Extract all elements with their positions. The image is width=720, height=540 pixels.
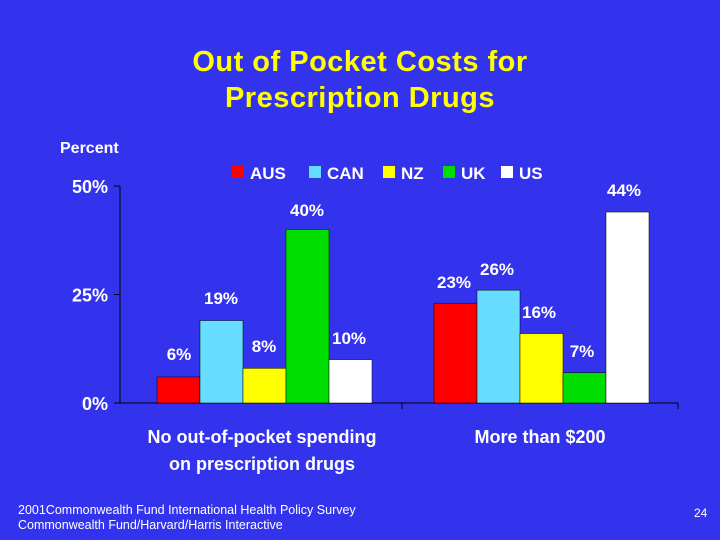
source-line-1: 2001Commonwealth Fund International Heal…: [18, 503, 356, 517]
legend-swatch-can: [309, 166, 321, 178]
category-label-2-line-1: More than $200: [474, 427, 605, 447]
source-note: 2001Commonwealth Fund International Heal…: [18, 503, 356, 533]
y-axis-label: Percent: [60, 140, 119, 157]
data-label-aus-1: 6%: [167, 345, 192, 364]
data-label-us-1: 10%: [332, 329, 366, 348]
bar-can-1: [199, 320, 244, 404]
legend-swatch-nz: [383, 166, 395, 178]
data-label-can-1: 19%: [204, 289, 238, 308]
legend-label-can: CAN: [327, 164, 364, 183]
bar-nz-2: [519, 333, 564, 404]
title-line-2: Prescription Drugs: [224, 82, 496, 114]
page-number: 24: [694, 506, 708, 520]
data-label-us-2: 44%: [607, 181, 641, 200]
legend-swatch-us: [501, 166, 513, 178]
category-label-1-line-2: on prescription drugs: [169, 454, 355, 474]
bar-us-2: [605, 211, 650, 404]
data-label-uk-1: 40%: [290, 201, 324, 220]
bar-can-2: [476, 289, 521, 404]
y-tick-label: 0%: [82, 394, 108, 414]
category-label-1-line-1: No out-of-pocket spending: [148, 427, 377, 447]
y-tick-label: 25%: [72, 286, 108, 306]
bar-nz-1: [242, 368, 287, 404]
y-tick-label: 50%: [72, 177, 108, 197]
bar-uk-1: [285, 229, 330, 404]
legend-label-nz: NZ: [401, 164, 424, 183]
bar-us-1: [328, 359, 373, 404]
legend-label-uk: UK: [461, 164, 486, 183]
data-label-nz-2: 16%: [522, 303, 556, 322]
data-label-aus-2: 23%: [437, 273, 471, 292]
data-label-nz-1: 8%: [252, 337, 277, 356]
source-line-2: Commonwealth Fund/Harvard/Harris Interac…: [18, 518, 283, 532]
bar-aus-1: [156, 376, 201, 404]
data-label-uk-2: 7%: [570, 342, 595, 361]
legend-label-us: US: [519, 164, 543, 183]
legend-label-aus: AUS: [250, 164, 286, 183]
bar-aus-2: [433, 302, 478, 404]
chart-title: Out of Pocket Costs for Prescription Dru…: [0, 44, 720, 116]
title-line-1: Out of Pocket Costs for: [192, 46, 528, 78]
bar-uk-2: [562, 372, 607, 404]
legend-swatch-aus: [232, 166, 244, 178]
legend-swatch-uk: [443, 166, 455, 178]
data-label-can-2: 26%: [480, 260, 514, 279]
